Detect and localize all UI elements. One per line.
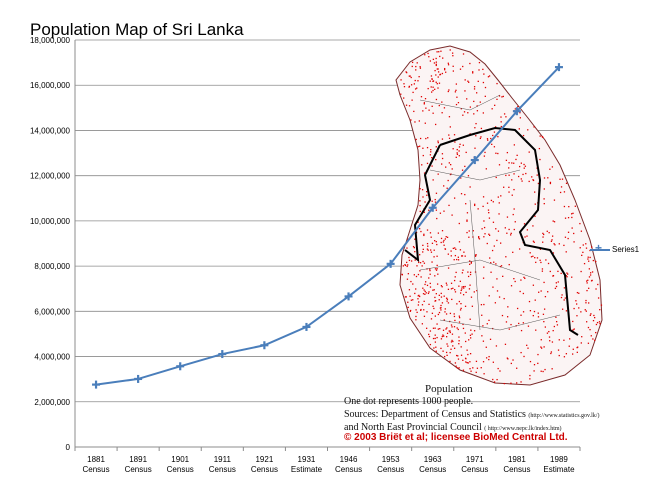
axes: 0 2,000,000 4,000,000 6,000,000 8,000,000 10,… [30, 36, 581, 474]
district-borders [419, 94, 561, 331]
y-tick-label: 2,000,000 [34, 398, 70, 407]
x-tick-label: Census [251, 465, 278, 474]
data-point [428, 203, 437, 212]
source-url-2: ( http://www.nepc.lk/index.htm) [484, 426, 562, 432]
y-tick-label: 18,000,000 [30, 36, 71, 45]
y-tick-label: 14,000,000 [30, 126, 71, 135]
series-line-path [95, 66, 560, 386]
legend-swatch [590, 241, 610, 255]
x-tick-label: Census [377, 465, 404, 474]
x-tick-label: Census [335, 465, 362, 474]
map-caption-dots: One dot represents 1000 people. [344, 396, 474, 407]
source-text-2: and North East Provincial Council [344, 422, 482, 433]
data-point [344, 292, 353, 301]
source-url-1: (http://www.statistics.gov.lk/) [528, 413, 600, 419]
x-tick-label: Census [209, 465, 236, 474]
x-tick-label: Census [461, 465, 488, 474]
x-tick-label: Estimate [291, 465, 323, 474]
data-point [512, 107, 521, 116]
y-tick-label: 16,000,000 [30, 81, 71, 90]
data-point [218, 350, 227, 359]
x-tick-label: 1921 [255, 455, 273, 464]
x-tick-label: 1911 [214, 455, 232, 464]
province-border [404, 126, 579, 336]
data-point [302, 322, 311, 331]
x-tick-label: Census [167, 465, 194, 474]
data-point [92, 380, 101, 389]
x-tick-label: 1981 [508, 455, 526, 464]
population-dots [400, 49, 603, 385]
island-outline [395, 45, 603, 386]
legend-label: Series1 [612, 245, 640, 254]
y-tick-label: 0 [66, 443, 71, 452]
x-tick-label: 1891 [129, 455, 147, 464]
sri-lanka-map [395, 45, 603, 386]
x-tick-label: Census [419, 465, 446, 474]
x-tick-label: Census [82, 465, 109, 474]
x-tick-label: Estimate [543, 465, 575, 474]
y-tick-label: 12,000,000 [30, 172, 71, 181]
x-tick-label: 1931 [298, 455, 316, 464]
map-caption-title: Population [425, 383, 473, 395]
data-point [386, 259, 395, 268]
x-tick-label: Census [503, 465, 530, 474]
data-point [554, 63, 563, 72]
x-tick-label: 1963 [424, 455, 442, 464]
map-source-line-2: and North East Provincial Council ( http… [344, 422, 562, 433]
x-tick-label: 1881 [87, 455, 105, 464]
x-tick-label: 1989 [550, 455, 568, 464]
copyright-notice: © 2003 Briët et al; licensee BioMed Cent… [344, 432, 568, 443]
data-point [470, 156, 479, 165]
data-point [260, 341, 269, 350]
x-tick-label: Census [125, 465, 152, 474]
x-tick-label: 1953 [382, 455, 400, 464]
x-tick-label: 1971 [466, 455, 484, 464]
series-line [92, 63, 563, 389]
map-source-line-1: Sources: Department of Census and Statis… [344, 409, 599, 420]
y-tick-label: 10,000,000 [30, 217, 71, 226]
y-tick-label: 8,000,000 [34, 262, 70, 271]
gridlines [75, 39, 580, 448]
legend: Series1 [590, 241, 640, 255]
data-point [176, 362, 185, 371]
data-point [134, 374, 143, 383]
y-tick-label: 6,000,000 [34, 307, 70, 316]
x-tick-label: 1901 [171, 455, 189, 464]
source-text-1: Sources: Department of Census and Statis… [344, 409, 526, 420]
chart-title: Population Map of Sri Lanka [30, 20, 244, 39]
y-tick-label: 4,000,000 [34, 353, 70, 362]
x-tick-label: 1946 [340, 455, 358, 464]
